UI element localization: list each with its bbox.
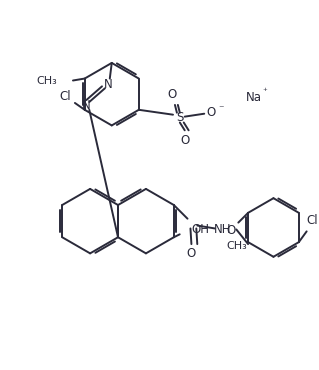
Text: Cl: Cl <box>59 90 71 102</box>
Text: ⁻: ⁻ <box>218 104 224 114</box>
Text: Na: Na <box>246 91 262 104</box>
Text: O: O <box>226 224 235 237</box>
Text: OH: OH <box>191 223 209 236</box>
Text: N: N <box>103 78 112 91</box>
Text: CH₃: CH₃ <box>37 75 57 85</box>
Text: ⁺: ⁺ <box>263 87 268 96</box>
Text: O: O <box>180 134 189 147</box>
Text: N: N <box>82 100 91 112</box>
Text: CH₃: CH₃ <box>226 241 247 251</box>
Text: Cl: Cl <box>307 214 318 227</box>
Text: S: S <box>176 111 183 124</box>
Text: O: O <box>167 88 177 101</box>
Text: NH: NH <box>214 223 231 236</box>
Text: O: O <box>187 248 196 260</box>
Text: O: O <box>206 106 216 119</box>
